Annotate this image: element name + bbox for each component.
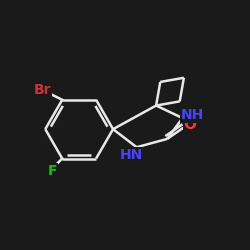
Text: O: O <box>184 117 196 132</box>
Text: HN: HN <box>120 148 143 162</box>
Text: NH: NH <box>180 108 204 122</box>
Text: Br: Br <box>34 82 52 96</box>
Text: F: F <box>48 164 57 178</box>
